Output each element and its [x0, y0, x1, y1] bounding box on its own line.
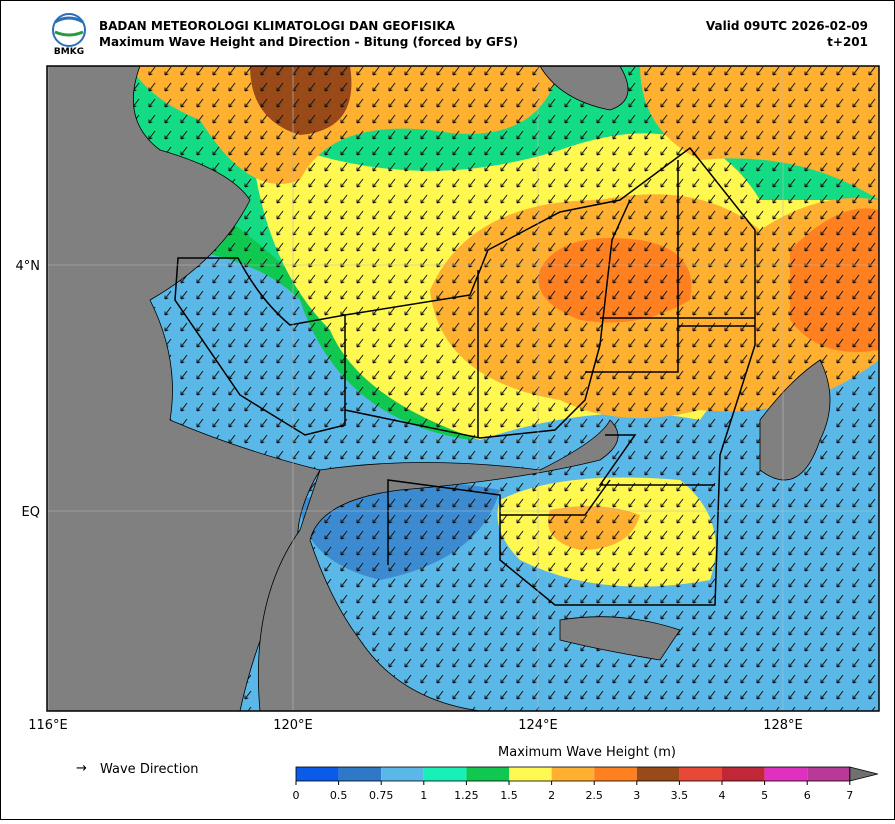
logo: BMKG [52, 13, 86, 57]
colorbar-tick-label: 0.5 [330, 789, 348, 802]
map [47, 66, 879, 711]
legend-arrow: → [76, 761, 87, 776]
colorbar-box [466, 767, 509, 781]
colorbar-tick-label: 2 [548, 789, 555, 802]
logo-text: BMKG [54, 47, 84, 57]
colorbar-box [338, 767, 382, 781]
colorbar-tick-label: 5 [761, 789, 768, 802]
colorbar-tick-label: 0 [293, 789, 300, 802]
colorbar-box [679, 767, 722, 781]
y-axis-label: 4°N [16, 259, 41, 274]
x-axis-label: 128°E [763, 718, 803, 733]
colorbar-box [807, 767, 850, 781]
zone-outlines [174, 146, 756, 606]
colorbar-box [509, 767, 552, 781]
subtitle: Maximum Wave Height and Direction - Bitu… [99, 35, 518, 49]
valid-time: Valid 09UTC 2026-02-09 [706, 19, 868, 33]
x-axis-label: 116°E [28, 718, 68, 733]
colorbar-box [296, 767, 339, 781]
land-mindanao [539, 66, 629, 111]
colorbar-border [295, 766, 851, 782]
lead-time: t+201 [827, 35, 868, 49]
colorbar-tick-label: 3 [633, 789, 640, 802]
colorbar-tick-label: 1.25 [454, 789, 479, 802]
land-banggai [559, 616, 681, 661]
colorbar-box [423, 767, 467, 781]
colorbar-tick-label: 4 [719, 789, 726, 802]
colorbar-title: Maximum Wave Height (m) [498, 745, 676, 760]
colorbar-tick-label: 7 [846, 789, 853, 802]
colorbar: 0 0.5 0.75 1 1.25 1.5 2 2.5 3 3.5 4 5 6 7 [293, 766, 878, 802]
graticule [47, 66, 879, 711]
colorbar-box [381, 767, 424, 781]
colorbar-tick-label: 6 [804, 789, 811, 802]
x-axis-label: 124°E [518, 718, 558, 733]
x-axis-label: 120°E [273, 718, 313, 733]
colorbar-box [722, 767, 765, 781]
legend-label: Wave Direction [100, 762, 199, 777]
colorbar-tick-label: 3.5 [671, 789, 689, 802]
y-axis-label: EQ [22, 505, 40, 520]
colorbar-box [594, 767, 637, 781]
colorbar-box [764, 767, 808, 781]
map-border [46, 65, 880, 712]
colorbar-tick-label: 0.75 [369, 789, 394, 802]
land-halmahera [759, 359, 831, 481]
colorbar-tick-label: 1.5 [500, 789, 518, 802]
colorbar-box [551, 767, 595, 781]
colorbar-box [636, 767, 680, 781]
colorbar-tick-label: 2.5 [585, 789, 603, 802]
colorbar-tick-label: 1 [420, 789, 427, 802]
title: BADAN METEOROLOGI KLIMATOLOGI DAN GEOFIS… [99, 19, 456, 33]
